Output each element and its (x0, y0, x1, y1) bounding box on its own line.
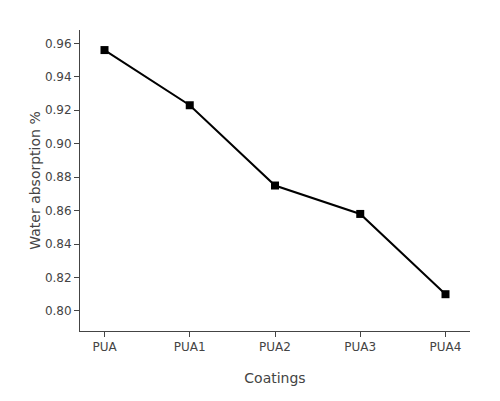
svg-text:Coatings: Coatings (244, 370, 305, 386)
svg-text:PUA1: PUA1 (174, 340, 206, 354)
svg-text:0.94: 0.94 (45, 70, 72, 84)
svg-text:Water absorption %: Water absorption % (27, 111, 43, 249)
svg-text:0.84: 0.84 (45, 237, 72, 251)
svg-text:0.80: 0.80 (45, 304, 72, 318)
svg-text:0.88: 0.88 (45, 170, 72, 184)
svg-text:0.92: 0.92 (45, 103, 72, 117)
svg-text:PUA4: PUA4 (430, 340, 462, 354)
svg-text:PUA: PUA (92, 340, 117, 354)
svg-text:0.82: 0.82 (45, 271, 72, 285)
svg-text:0.90: 0.90 (45, 137, 72, 151)
svg-text:0.96: 0.96 (45, 37, 72, 51)
svg-text:PUA3: PUA3 (344, 340, 376, 354)
svg-text:0.86: 0.86 (45, 204, 72, 218)
svg-text:PUA2: PUA2 (259, 340, 291, 354)
